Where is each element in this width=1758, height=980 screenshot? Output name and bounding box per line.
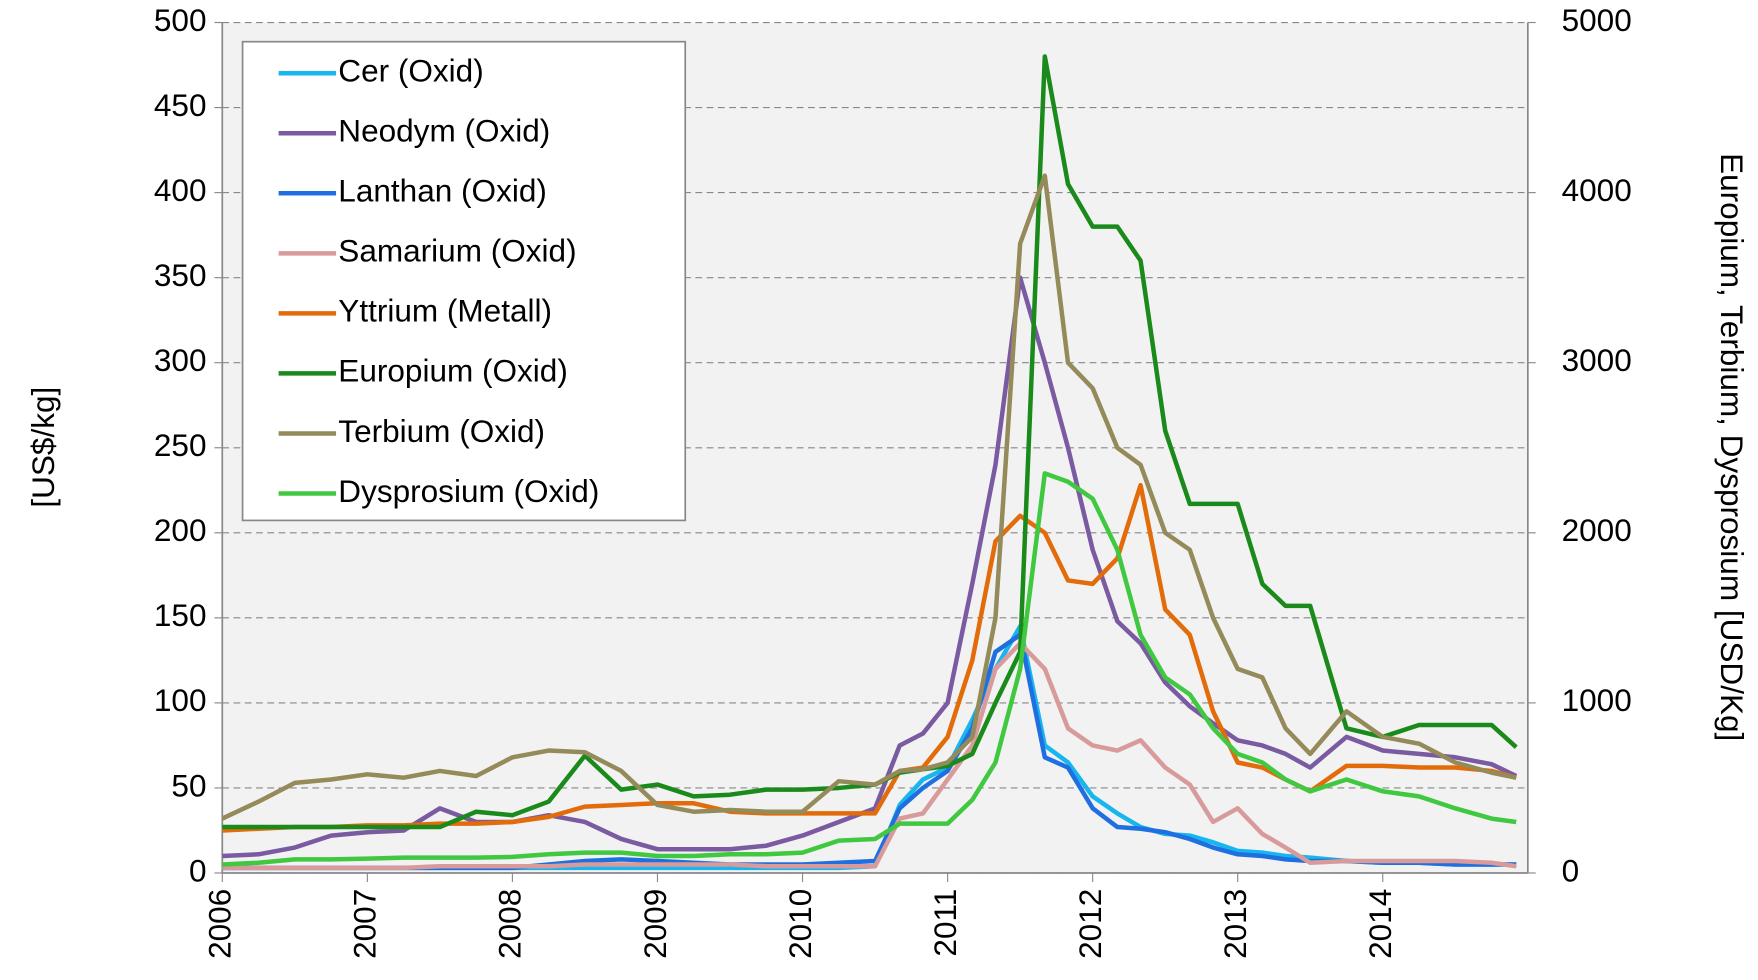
y-tick-label: 100 (154, 682, 207, 718)
y2-tick-label: 4000 (1562, 172, 1632, 208)
legend-label: Yttrium (Metall) (338, 293, 552, 329)
y-tick-label: 500 (154, 2, 207, 38)
y-axis-label: [US$/kg] (25, 387, 61, 508)
y-tick-label: 450 (154, 87, 207, 123)
legend-label: Samarium (Oxid) (338, 233, 576, 269)
x-tick-label: 2014 (1362, 889, 1398, 959)
y-tick-label: 300 (154, 342, 207, 378)
x-tick-label: 2008 (492, 889, 528, 959)
y-tick-label: 350 (154, 257, 207, 293)
y2-tick-label: 2000 (1562, 512, 1632, 548)
y-tick-label: 150 (154, 597, 207, 633)
series-line (222, 471, 1517, 867)
x-tick-label: 2006 (202, 889, 238, 959)
series-line (222, 641, 1517, 871)
legend-box (241, 40, 687, 522)
legend-label: Dysprosium (Oxid) (338, 473, 599, 509)
legend-label: Cer (Oxid) (338, 53, 483, 89)
y2-tick-label: 0 (1562, 852, 1580, 888)
series-line (221, 173, 1517, 821)
legend-label: Europium (Oxid) (338, 353, 568, 389)
x-tick-label: 2012 (1072, 889, 1108, 959)
y2-tick-label: 1000 (1562, 682, 1632, 718)
x-tick-label: 2009 (637, 889, 673, 959)
x-tick-label: 2010 (782, 889, 818, 959)
y-tick-label: 400 (154, 172, 207, 208)
legend-label: Lanthan (Oxid) (338, 173, 547, 209)
x-tick-label: 2007 (347, 889, 383, 959)
y2-axis-label: Europium, Terbium, Dysprosium [USD/Kg] (1714, 153, 1750, 741)
y-tick-label: 50 (171, 767, 206, 803)
x-tick-label: 2013 (1217, 889, 1253, 959)
legend-label: Neodym (Oxid) (338, 113, 550, 149)
x-tick-label: 2011 (927, 889, 963, 957)
series-line (222, 54, 1518, 830)
y2-tick-label: 3000 (1562, 342, 1632, 378)
legend-label: Terbium (Oxid) (338, 413, 545, 449)
y-tick-label: 0 (189, 852, 207, 888)
y2-tick-label: 5000 (1562, 2, 1632, 38)
y-tick-label: 200 (154, 512, 207, 548)
y-tick-label: 250 (154, 427, 207, 463)
